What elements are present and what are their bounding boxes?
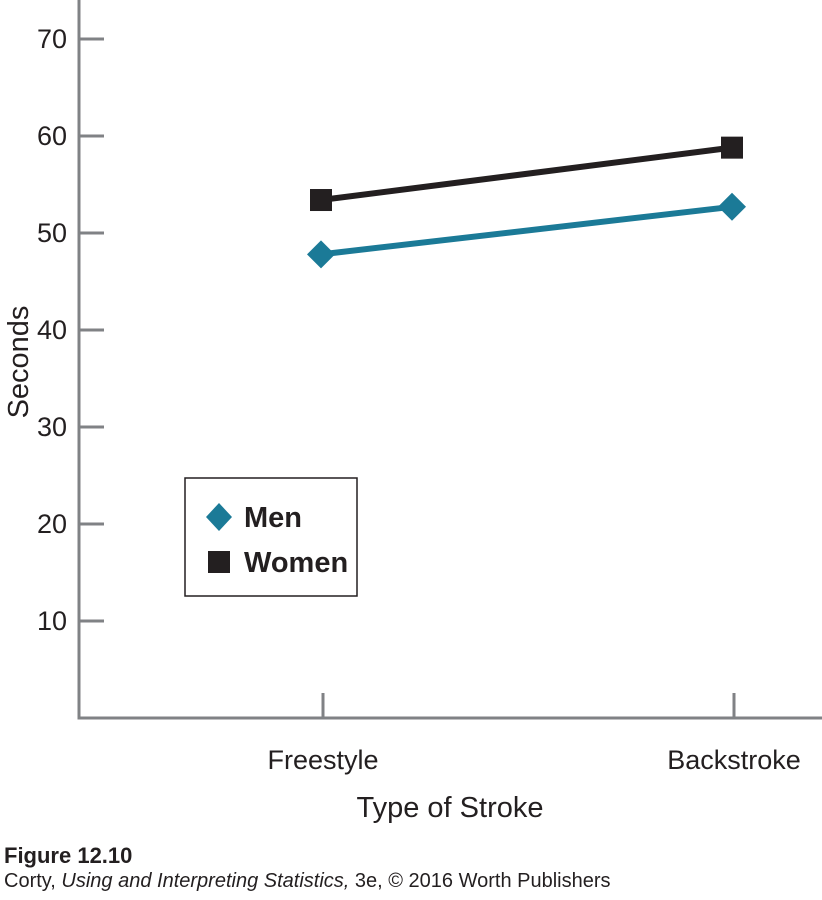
series-line-women (320, 144, 733, 203)
y-axis: 10 20 30 40 50 60 70 (37, 0, 104, 718)
legend: Men Women (184, 477, 358, 597)
y-axis-title: Seconds (3, 306, 35, 419)
y-tick-label: 50 (37, 218, 67, 248)
data-point-women (310, 189, 332, 212)
credit-author: Corty, (4, 870, 62, 892)
data-point-men (307, 240, 335, 269)
y-tick-label: 10 (37, 606, 67, 636)
x-tick-label: Backstroke (667, 745, 801, 775)
series-line-men (320, 203, 733, 258)
line-chart: 10 20 30 40 50 60 70 Freestyle Backstroke Secon… (3, 0, 822, 824)
diamond-icon (206, 503, 232, 531)
x-axis-title: Type of Stroke (357, 792, 544, 824)
legend-item-women: Women (208, 547, 348, 579)
y-tick-label: 30 (37, 412, 67, 442)
series-layer (307, 136, 746, 269)
legend-item-men: Men (206, 502, 302, 534)
credit-book-title: Using and Interpreting Statistics, (61, 870, 350, 892)
legend-label-men: Men (244, 502, 302, 534)
y-tick-label: 70 (37, 24, 67, 54)
legend-label-women: Women (244, 547, 348, 579)
legend-box (184, 477, 358, 597)
figure-number: Figure 12.10 (4, 843, 133, 868)
y-tick-label: 40 (37, 315, 67, 345)
x-axis: Freestyle Backstroke (77, 693, 822, 775)
x-tick-label: Freestyle (267, 745, 378, 775)
credit-edition: 3e, © 2016 Worth Publishers (349, 870, 611, 892)
data-point-women (721, 136, 743, 159)
y-tick-label: 20 (37, 509, 67, 539)
data-point-men (718, 192, 746, 221)
square-icon (208, 551, 230, 573)
figure-credit: Corty, Using and Interpreting Statistics… (4, 870, 611, 893)
y-tick-label: 60 (37, 121, 67, 151)
